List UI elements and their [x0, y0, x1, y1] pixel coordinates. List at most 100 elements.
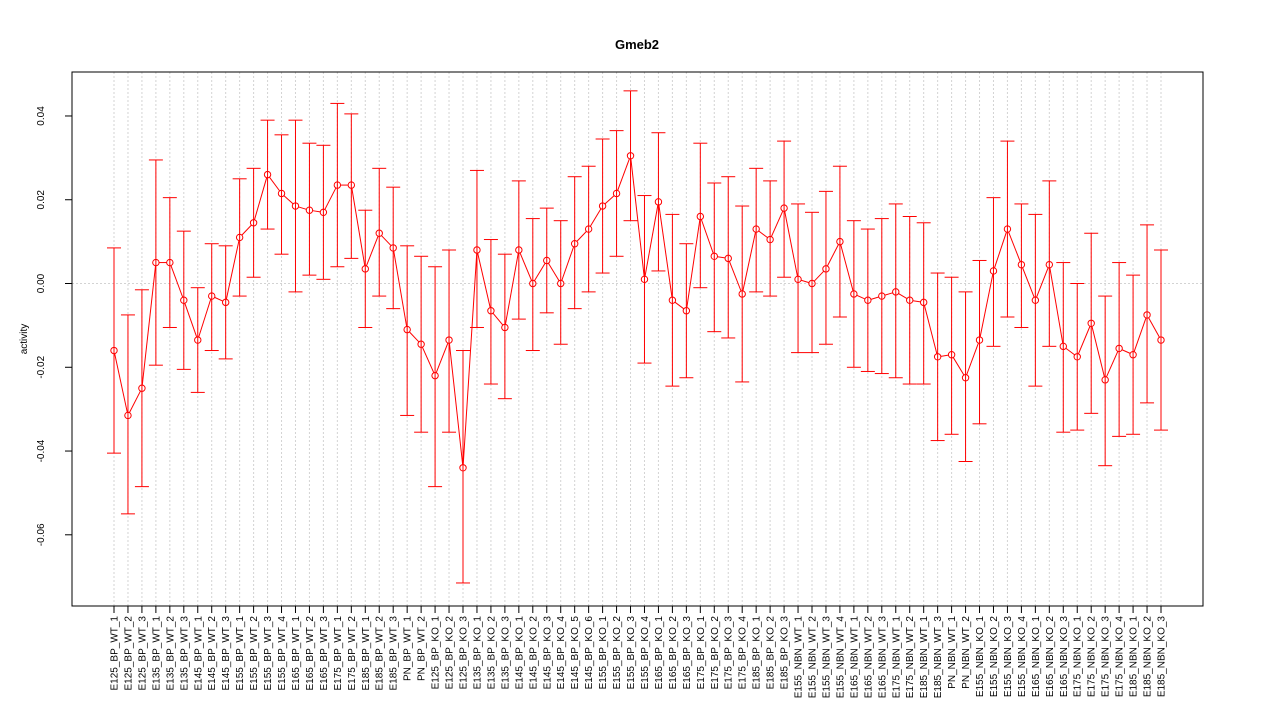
- x-tick-label: E165_NBN_WT_1: [849, 616, 860, 699]
- x-tick-label: E125_BP_WT_3: [137, 616, 148, 691]
- data-point: [906, 296, 914, 304]
- x-tick-label: E155_NBN_KO_1: [975, 616, 986, 698]
- activity-series: [110, 152, 1165, 472]
- data-point: [319, 208, 328, 217]
- series-line-segment: [700, 219, 714, 254]
- series-line-segment: [1022, 267, 1035, 298]
- series-line-segment: [674, 301, 685, 310]
- data-point: [166, 258, 174, 267]
- data-point: [710, 252, 718, 260]
- series-line-segment: [435, 342, 449, 373]
- series-line-segment: [393, 250, 408, 327]
- series-line-segment: [214, 296, 223, 302]
- series-line-segment: [1121, 349, 1131, 354]
- data-point: [850, 290, 858, 298]
- x-tick-label: E185_BP_KO_2: [766, 616, 777, 690]
- data-point: [584, 225, 593, 233]
- data-point: [570, 240, 579, 248]
- series-line-segment: [644, 204, 659, 277]
- x-tick-label: E125_BP_KO_1: [431, 616, 442, 690]
- series-line-segment: [742, 232, 756, 291]
- x-tick-label: E135_BP_WT_1: [151, 616, 162, 691]
- series-line-segment: [898, 293, 908, 300]
- series-line-segment: [813, 270, 825, 282]
- data-point: [235, 233, 244, 242]
- x-tick-label: E155_NBN_KO_3: [1003, 616, 1014, 698]
- x-tick-label: E155_BP_KO_1: [598, 616, 609, 690]
- series-line-segment: [1148, 317, 1160, 338]
- series-line-segment: [994, 231, 1007, 269]
- data-point: [682, 307, 691, 315]
- data-point: [696, 212, 705, 221]
- x-tick-label: E135_BP_WT_3: [179, 616, 190, 691]
- x-tick-label: E125_BP_WT_2: [123, 616, 134, 691]
- data-point: [752, 225, 760, 233]
- x-tick-label: E165_NBN_KO_3: [1059, 616, 1070, 698]
- x-tick-label: E175_BP_KO_3: [724, 616, 735, 690]
- x-tick-label: E175_BP_WT_1: [333, 616, 344, 691]
- series-line-segment: [462, 253, 478, 465]
- data-point: [431, 371, 439, 380]
- x-tick-label: E155_NBN_WT_1: [794, 616, 805, 699]
- x-tick-label: E145_BP_WT_2: [207, 616, 218, 691]
- x-tick-label: E165_BP_KO_1: [654, 616, 665, 690]
- x-tick-label: E185_BP_KO_3: [780, 616, 791, 690]
- data-point: [347, 181, 356, 189]
- x-tick-label: E155_NBN_WT_3: [821, 616, 832, 699]
- series-line-segment: [923, 305, 938, 354]
- data-point: [612, 189, 621, 198]
- grid-lines: [72, 72, 1203, 606]
- x-axis: E125_BP_WT_1 E125_BP_WT_2 E125_BP_WT_3 E135…: [110, 606, 1168, 698]
- x-tick-label: E155_BP_KO_2: [612, 616, 623, 690]
- x-tick-label: E185_NBN_WT_1: [919, 616, 930, 699]
- series-line-segment: [254, 177, 268, 220]
- series-line-segment: [717, 256, 726, 259]
- series-line-segment: [686, 219, 701, 308]
- x-tick-label: E185_BP_WT_2: [375, 616, 386, 691]
- series-line-segment: [561, 246, 575, 281]
- data-point: [487, 307, 495, 315]
- data-point: [208, 292, 216, 300]
- series-line-segment: [141, 265, 157, 386]
- data-point: [305, 206, 314, 214]
- x-tick-label: E145_BP_WT_3: [221, 616, 232, 691]
- x-tick-label: E145_BP_KO_3: [542, 616, 553, 690]
- x-tick-label: E175_BP_KO_2: [710, 616, 721, 690]
- x-tick-label: E185_BP_WT_1: [361, 616, 372, 691]
- series-line-segment: [269, 176, 281, 192]
- data-point: [864, 296, 872, 304]
- series-line-segment: [1078, 326, 1091, 355]
- data-point: [375, 229, 383, 237]
- x-tick-label: E175_NBN_WT_2: [905, 616, 916, 699]
- data-point: [194, 336, 202, 344]
- series-line-segment: [547, 262, 560, 282]
- x-tick-label: E155_BP_KO_4: [640, 616, 651, 690]
- series-line-segment: [1036, 267, 1049, 298]
- data-point: [459, 464, 467, 472]
- series-line-segment: [198, 298, 212, 338]
- data-point: [1101, 376, 1109, 384]
- data-point: [501, 323, 509, 332]
- series-line-segment: [630, 158, 645, 277]
- data-point: [445, 336, 453, 344]
- x-tick-label: E165_BP_WT_1: [291, 616, 302, 691]
- x-tick-label: E185_NBN_KO_3: [1157, 616, 1168, 698]
- x-tick-label: E165_NBN_WT_3: [877, 616, 888, 699]
- x-tick-label: E145_BP_KO_6: [584, 616, 595, 690]
- x-tick-label: E175_BP_KO_1: [696, 616, 707, 690]
- x-tick-label: E165_NBN_KO_2: [1045, 616, 1056, 698]
- x-tick-label: PN_BP_WT_2: [417, 616, 428, 681]
- data-point: [1073, 353, 1081, 361]
- x-tick-label: E125_BP_KO_3: [459, 616, 470, 690]
- series-line-segment: [1065, 347, 1075, 356]
- series-line-segment: [658, 204, 673, 298]
- x-tick-label: E125_BP_KO_2: [445, 616, 456, 690]
- data-point: [1143, 311, 1151, 319]
- series-line-segment: [504, 253, 519, 325]
- x-tick-label: E155_BP_WT_2: [249, 616, 260, 691]
- x-tick-label: E125_BP_WT_1: [110, 616, 121, 691]
- data-point: [291, 202, 300, 210]
- data-point: [1087, 319, 1095, 327]
- x-tick-label: E175_NBN_KO_4: [1115, 616, 1126, 698]
- data-point: [1045, 260, 1054, 269]
